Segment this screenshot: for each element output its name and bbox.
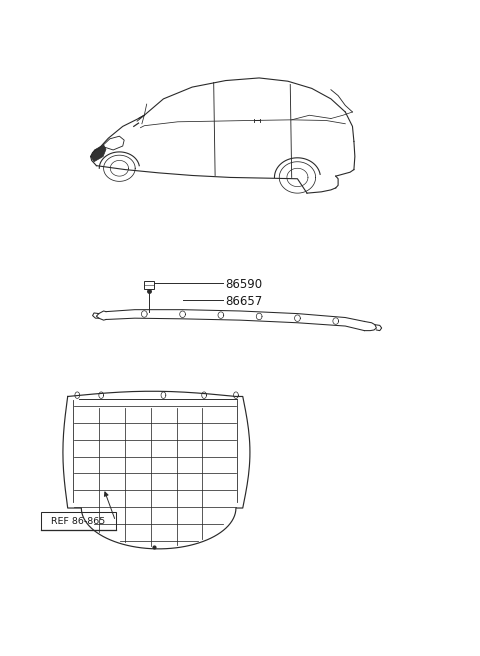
Text: 86657: 86657 [226,295,263,308]
FancyBboxPatch shape [41,512,116,530]
Bar [144,281,154,289]
Text: REF 86-865: REF 86-865 [51,517,106,525]
Polygon shape [91,145,106,162]
Text: 86590: 86590 [226,278,263,291]
